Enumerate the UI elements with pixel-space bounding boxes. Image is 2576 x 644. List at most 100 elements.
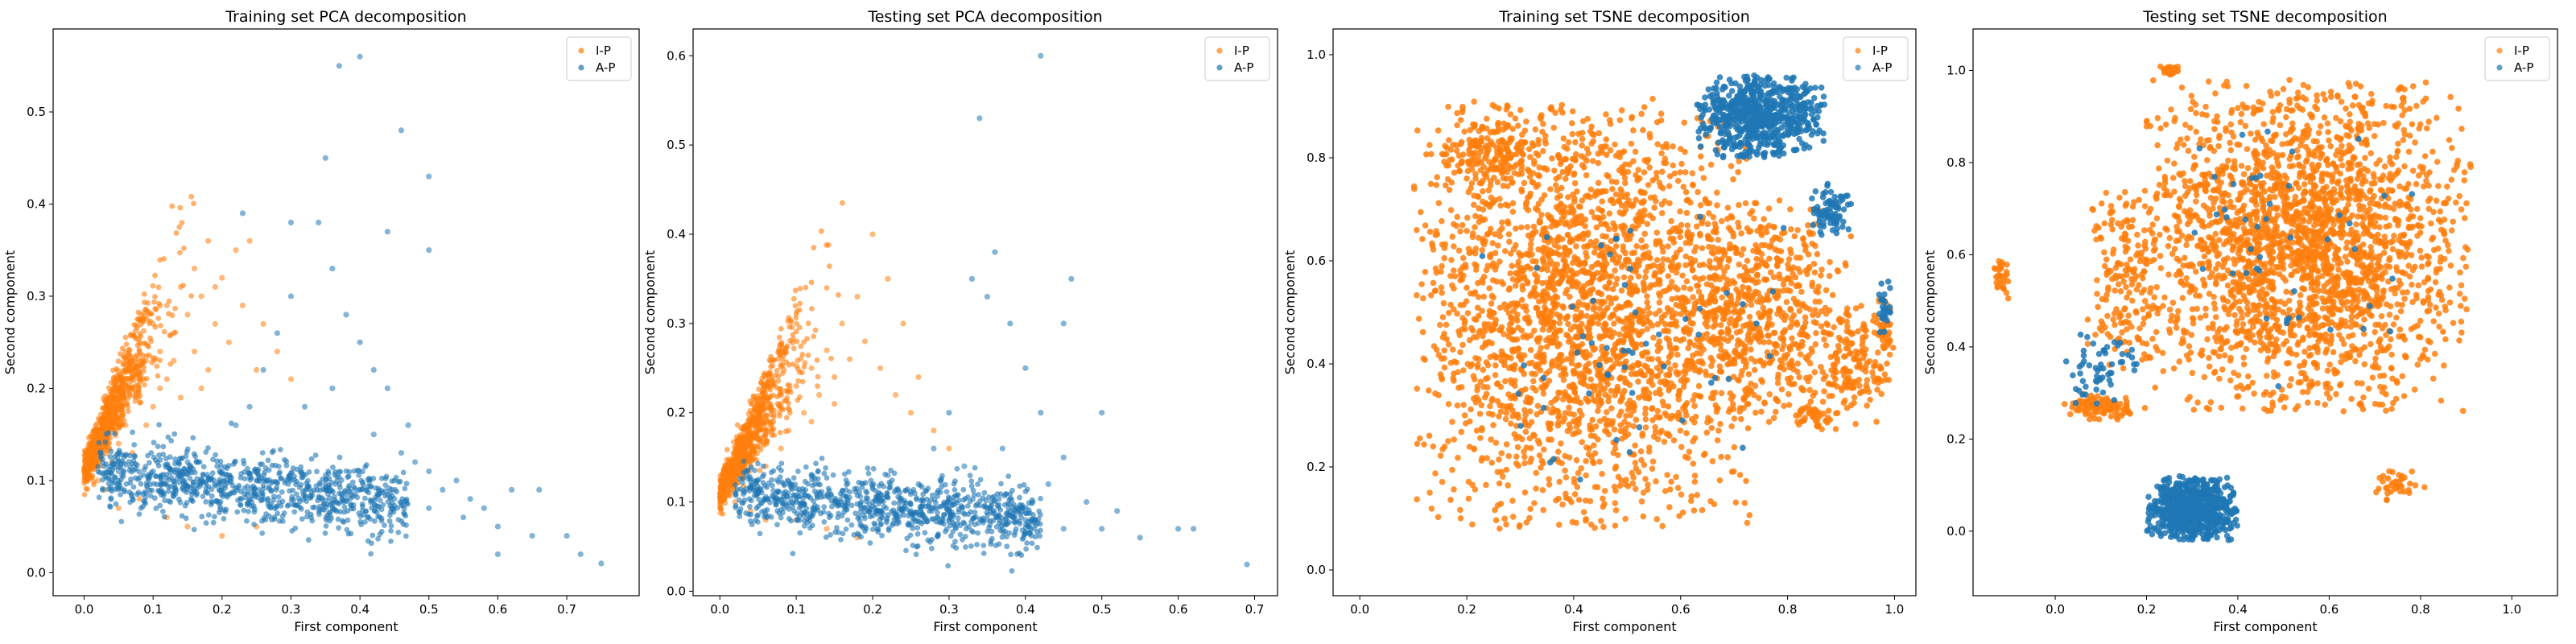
data-point: [989, 494, 996, 501]
data-point: [935, 493, 941, 499]
data-point: [1017, 483, 1023, 489]
data-point: [760, 420, 766, 426]
legend-marker: [578, 64, 584, 71]
data-point: [1603, 111, 1609, 118]
panel-testing-pca: 0.0 0.1 0.2 0.3 0.4 0.5 0.6 0.70.00.10.20.30.40…: [642, 8, 1278, 634]
data-point: [793, 328, 799, 335]
data-point: [298, 481, 304, 488]
data-point: [1698, 165, 1705, 171]
data-point: [929, 545, 935, 551]
data-point: [294, 491, 299, 497]
data-point: [796, 307, 803, 313]
data-point: [792, 287, 799, 294]
data-point: [858, 480, 865, 486]
data-point: [273, 504, 279, 510]
data-point: [91, 464, 97, 469]
data-point: [1683, 278, 1690, 285]
data-point: [1638, 237, 1645, 244]
data-point: [380, 502, 386, 508]
data-point: [1602, 283, 1608, 291]
data-point: [1635, 273, 1642, 280]
data-point: [147, 487, 153, 493]
data-point: [352, 485, 358, 492]
data-point: [168, 474, 175, 481]
data-point: [114, 407, 121, 414]
data-point: [1487, 402, 1493, 410]
data-point: [900, 320, 906, 327]
data-point: [794, 363, 800, 369]
data-point: [895, 518, 901, 523]
data-point: [1547, 105, 1554, 112]
data-point: [931, 445, 937, 452]
data-point: [770, 468, 777, 474]
data-point: [922, 530, 928, 536]
data-point: [720, 511, 726, 517]
data-point: [305, 477, 311, 484]
data-point: [1471, 201, 1477, 208]
data-point: [375, 535, 381, 542]
data-point: [1099, 410, 1105, 416]
data-point: [791, 508, 797, 514]
data-point: [298, 464, 304, 470]
data-point: [151, 495, 158, 502]
data-point: [786, 482, 792, 488]
data-point: [287, 476, 293, 481]
data-point: [914, 530, 921, 537]
data-point: [810, 505, 816, 511]
data-point: [1612, 243, 1620, 250]
data-point: [1633, 196, 1639, 204]
data-point: [263, 511, 269, 517]
data-point: [976, 115, 983, 122]
data-point: [119, 379, 126, 385]
data-point: [1564, 356, 1571, 362]
data-point: [1457, 228, 1463, 235]
data-point: [863, 480, 869, 486]
data-point: [1563, 332, 1570, 338]
data-point: [814, 357, 820, 363]
data-point: [805, 493, 811, 500]
data-point: [81, 478, 88, 484]
data-point: [177, 204, 184, 211]
data-point: [1505, 333, 1513, 341]
data-point: [314, 469, 320, 475]
data-point: [152, 305, 159, 312]
data-point: [365, 483, 371, 489]
data-point: [185, 484, 192, 489]
x-tick-label: 0.3: [282, 602, 301, 617]
data-point: [323, 523, 329, 529]
data-point: [783, 359, 790, 365]
scatter-points: [1410, 72, 1897, 532]
data-point: [784, 493, 791, 499]
data-point: [796, 324, 803, 331]
data-point: [161, 328, 167, 335]
data-point: [1460, 367, 1467, 374]
data-point: [1635, 378, 1641, 385]
data-point: [1459, 221, 1466, 229]
data-point: [140, 472, 147, 478]
data-point: [778, 445, 784, 452]
data-point: [382, 522, 387, 528]
data-point: [287, 293, 295, 299]
data-point: [147, 472, 154, 478]
data-point: [1421, 441, 1427, 448]
data-point: [368, 551, 374, 557]
data-point: [218, 463, 224, 469]
data-point: [1022, 365, 1029, 371]
data-point: [799, 351, 806, 357]
data-point: [840, 530, 846, 537]
data-point: [795, 378, 802, 384]
data-point: [997, 520, 1002, 526]
data-point: [219, 488, 225, 494]
data-point: [1649, 96, 1656, 102]
data-point: [943, 526, 950, 532]
data-point: [114, 455, 121, 461]
data-point: [157, 257, 163, 263]
data-point: [756, 477, 762, 482]
data-point: [1472, 246, 1480, 252]
y-tick-label: 0.1: [667, 495, 686, 510]
data-point: [929, 505, 935, 511]
data-point: [127, 332, 134, 339]
data-point: [154, 363, 160, 369]
data-point: [1560, 377, 1567, 383]
data-point: [260, 366, 266, 374]
